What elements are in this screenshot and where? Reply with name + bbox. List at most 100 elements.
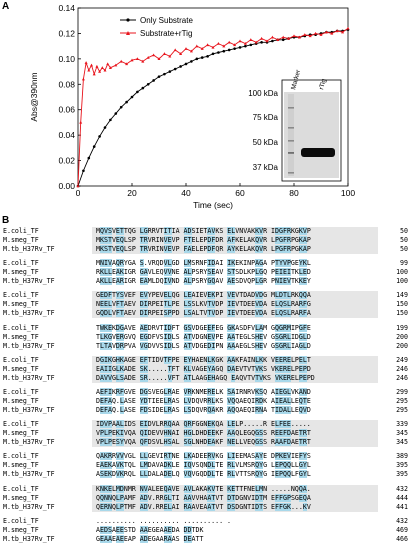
sequence-residues: MKSTVEQLSP TRVRINVEVP FAELEPDFQR AYKELAK… [96,245,311,253]
sequence-residues: .......... .......... .......... . [96,516,231,525]
data-point [157,57,161,61]
residue-count: 150 [396,300,408,309]
data-point [195,57,199,61]
data-point [211,45,215,49]
data-point [249,38,253,41]
alignment-row: E.coli_TF .......... .......... .........… [0,517,412,526]
marker-band-75 [288,127,294,129]
residue-count: 444 [396,493,408,502]
y-axis-label: Abs@390nm [29,72,39,121]
alignment-row: M.tb_H37Rv_TF TLTAVDRPVA VGDVVSIDLS ATVDG… [0,341,412,351]
data-point [319,33,323,36]
residue-count: 395 [396,461,408,470]
data-point [152,53,156,57]
y-tick-label: 0.12 [58,28,75,38]
gel-inset: Marker rTig [281,68,342,182]
sequence-residues: IDVPAALIDS EIDVLRRQAA QRFGGNEKQA LELP...… [96,420,311,429]
ladder-label-100: 100 kDa [248,89,278,98]
y-tick-label: 0.02 [58,156,75,166]
residue-count: 246 [396,364,408,373]
data-point [281,38,285,42]
data-point [146,55,150,59]
sequence-residues: TLKGVERGVQ EGDFVSIDLS ATVDGNEVPE AATEGLS… [96,332,311,341]
data-point [136,90,139,94]
residue-count: 466 [396,534,408,543]
residue-count: 50 [400,227,408,235]
sequence-residues: QERNQLPTMF ADV.RRELAI RAAVEAATVT DSDGNTI… [96,502,311,511]
sequence-residues: AEFIKRFGVE DGSVEGLRAE VRKNMERELK SAIRNRV… [96,388,311,396]
data-point [206,55,209,58]
data-point [173,48,177,52]
x-tick-label: 0 [76,188,81,198]
sequence-name: M.smeg_TF [3,525,39,534]
data-point [324,30,328,34]
alignment-row: M.tb_H37Rv_TF DEFAQ.LASE FDSIDELRAS LSDQV… [0,406,412,415]
alignment-row: M.smeg_TF QQNNQLPAMF ADV.RRGLTI AAVVHAATV… [0,493,412,503]
alignment-row: M.tb_H37Rv_TF GEAAEAEEAP ADEGAARAAS DEATT… [0,534,412,544]
sequence-residues: GEDFTYSVEF EVYPEVELQG LEAIEVEKPI VEVTDAD… [96,291,311,300]
data-point [114,112,118,115]
data-point [76,184,80,188]
y-tick-label: 0.08 [58,79,75,89]
data-point [162,52,166,55]
data-point [217,51,220,54]
residue-count: 249 [396,355,408,364]
residue-count: 299 [396,388,408,396]
sequence-name: M.tb_H37Rv_TF [3,245,55,253]
alignment-row: M.tb_H37Rv_TF GQDLVFTAEV DIRPEISPPD LSALT… [0,309,412,318]
data-point [157,75,161,78]
data-point [168,54,172,58]
residue-count: 441 [396,502,408,511]
data-point [146,82,150,86]
data-point [81,77,85,81]
sequence-name: E.coli_TF [3,259,39,268]
residue-count: 432 [396,516,408,525]
sequence-name: M.tb_H37Rv_TF [3,438,55,447]
residue-count: 200 [396,332,408,341]
alignment-block-shading [92,420,378,448]
data-point [206,43,210,47]
data-point [125,100,128,104]
data-point [292,34,296,38]
sequence-residues: TWKEKDGAVE AEDRVTIDFT GSVDGEEFEG GKASDFV… [96,323,311,332]
marker-band-60 [288,140,294,142]
alignment-row: E.coli_TF MNIVAQRYGA S.VRQDVLGD LMSRNFIDA… [0,259,412,268]
data-point [95,64,99,68]
x-axis-label: Time (sec) [193,200,233,210]
sequence-name: M.smeg_TF [3,332,39,341]
data-point [314,31,318,35]
data-point [82,169,85,173]
sequence-residues: VPLPEKIVQA QIDEVVHNAI HGLDHDEEKF AAQLEGQ… [96,429,311,438]
data-point [249,43,253,47]
data-point [119,59,123,63]
data-point [141,59,145,63]
residue-count: 199 [396,323,408,332]
data-point [179,65,182,68]
marker-band-100 [288,107,294,109]
residue-count: 432 [396,484,408,493]
data-point [92,145,96,148]
residue-count: 339 [396,420,408,429]
data-point [297,35,301,39]
sequence-name: M.tb_H37Rv_TF [3,277,55,286]
residue-count: 100 [396,277,408,286]
alignment-block-shading [92,291,378,319]
alignment-row: M.tb_H37Rv_TF VPLPESYVQA QFDSVLHSAL SGLNH… [0,438,412,447]
x-tick-label: 40 [181,188,191,198]
alignment-row: M.smeg_TF AEDSAEESTD AAEGEAAEDA DDTDK 469 [0,525,412,535]
data-point [114,63,118,67]
alignment-row: M.smeg_TF VPLPEKIVQA QIDEVVHNAI HGLDHDEEK… [0,429,412,438]
data-point [287,36,291,40]
alignment-row: M.smeg_TF EAEKAVKTQL LMDAVADKLE IQVSQNDLT… [0,461,412,470]
data-point [119,105,123,109]
alignment-row: M.tb_H37Rv_TF MKSTVEQLSP TRVRINVEVP FAELE… [0,245,412,254]
marker-band-50 [288,152,294,154]
alignment-row: E.coli_TF KNKELMDNMR NVALEEQAVE AVLAKAKVT… [0,484,412,494]
data-point [98,69,102,73]
alignment-row: E.coli_TF GEDFTYSVEF EVYPEVELQG LEAIEVEKP… [0,291,412,300]
alignment-row: M.smeg_TF TLKGVERGVQ EGDFVSIDLS ATVDGNEVP… [0,332,412,342]
sequence-name: E.coli_TF [3,420,39,429]
sequence-name: M.smeg_TF [3,461,39,470]
x-tick-label: 100 [341,188,355,198]
sequence-residues: AKLLEARIGR EAMLDQIVND ALPSRYGQAV AESDVQP… [96,277,311,286]
